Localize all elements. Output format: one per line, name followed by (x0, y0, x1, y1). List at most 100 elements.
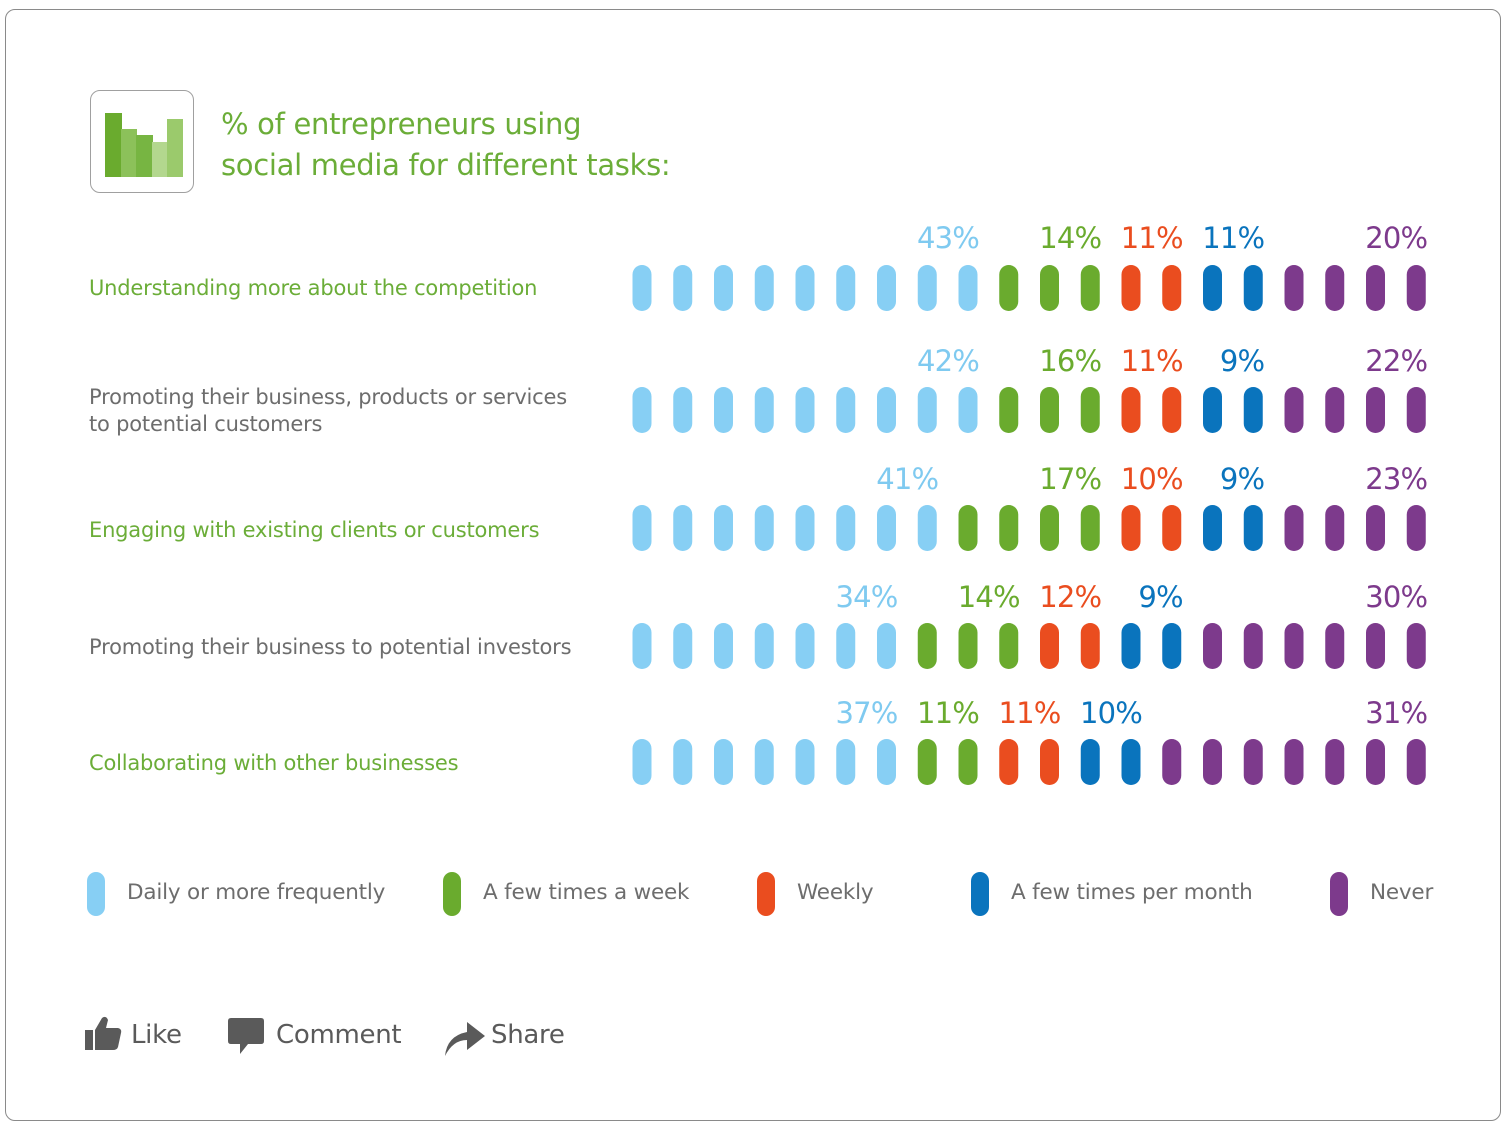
pill-mark (1040, 387, 1059, 433)
pill-mark (1040, 739, 1059, 785)
pill-mark (1040, 265, 1059, 311)
pill-mark (632, 739, 652, 785)
row-label-line: Promoting their business, products or se… (89, 385, 567, 409)
share-label: Share (491, 1020, 565, 1050)
pill-mark (1325, 387, 1345, 433)
pill-mark (714, 739, 733, 785)
data-label: 11% (1202, 221, 1264, 255)
row-label-line: Understanding more about the competition (89, 276, 538, 300)
pill-mark (1366, 505, 1385, 551)
pill-mark (795, 739, 815, 785)
pill-mark (999, 739, 1019, 785)
pill-mark (1243, 265, 1263, 311)
pill-mark (1284, 387, 1304, 433)
pill-mark (958, 739, 978, 785)
pill-mark (1162, 623, 1182, 669)
speech-bubble-icon (228, 1018, 264, 1054)
comment-label: Comment (276, 1020, 402, 1050)
data-label: 37% (835, 696, 897, 730)
data-label: 14% (1039, 221, 1101, 255)
pill-mark (1406, 739, 1426, 785)
pill-mark (673, 505, 693, 551)
pill-mark (754, 739, 774, 785)
legend-label: Weekly (797, 880, 874, 905)
pill-mark (1080, 739, 1100, 785)
data-label: 20% (1365, 221, 1427, 255)
pill-mark (999, 387, 1019, 433)
row-label-line: Collaborating with other businesses (89, 751, 459, 775)
chart-title: % of entrepreneurs using social media fo… (221, 104, 861, 186)
pill-mark (958, 387, 978, 433)
legend-label: Daily or more frequently (127, 880, 386, 905)
data-label: 11% (1121, 221, 1183, 255)
pill-mark (958, 623, 978, 669)
data-label: 10% (1121, 462, 1183, 496)
pill-mark (795, 623, 815, 669)
row-label: Collaborating with other businesses (89, 750, 579, 777)
data-label: 30% (1365, 580, 1427, 614)
pill-mark (754, 505, 774, 551)
data-label: 34% (835, 580, 897, 614)
pill-mark (714, 265, 733, 311)
row-label: Promoting their business to potential in… (89, 634, 579, 661)
legend-swatch (443, 872, 461, 916)
pill-mark (1366, 387, 1385, 433)
pill-mark (1162, 739, 1182, 785)
pill-mark (1203, 387, 1222, 433)
comment-button[interactable]: Comment (226, 1014, 406, 1062)
pill-mark (1121, 265, 1141, 311)
row-label-line: Promoting their business to potential in… (89, 635, 572, 659)
pill-mark (1406, 265, 1426, 311)
pill-mark (1203, 623, 1222, 669)
pill-mark (836, 387, 856, 433)
pill-mark (836, 265, 856, 311)
pill-mark (999, 505, 1019, 551)
pill-mark (836, 623, 856, 669)
data-label: 11% (998, 696, 1060, 730)
data-label: 11% (917, 696, 979, 730)
pill-mark (877, 505, 896, 551)
share-button[interactable]: Share (443, 1014, 573, 1062)
pill-mark (1406, 387, 1426, 433)
like-label: Like (131, 1020, 182, 1050)
pill-mark (714, 387, 733, 433)
row-label-line: to potential customers (89, 412, 323, 436)
pill-mark (1121, 387, 1141, 433)
pill-mark (917, 505, 937, 551)
pill-mark (1366, 739, 1385, 785)
pill-mark (632, 265, 652, 311)
legend-label: Never (1370, 880, 1434, 905)
pill-mark (1040, 623, 1059, 669)
data-label: 23% (1365, 462, 1427, 496)
like-button[interactable]: Like (84, 1014, 194, 1062)
pill-mark (1243, 739, 1263, 785)
pill-mark (1325, 265, 1345, 311)
pill-mark (1284, 505, 1304, 551)
pill-mark (1040, 505, 1059, 551)
pill-mark (958, 505, 978, 551)
pill-mark (1366, 623, 1385, 669)
pill-mark (673, 387, 693, 433)
thumbs-up-icon (85, 1016, 122, 1050)
pill-mark (1121, 505, 1141, 551)
pill-mark (1284, 265, 1304, 311)
data-label: 12% (1039, 580, 1101, 614)
pill-mark (999, 265, 1019, 311)
pill-mark (1121, 623, 1141, 669)
pill-mark (1162, 265, 1182, 311)
bar-chart-icon (90, 90, 194, 193)
pill-mark (1162, 505, 1182, 551)
pill-mark (714, 505, 733, 551)
infographic-card (5, 9, 1501, 1121)
data-label: 41% (876, 462, 938, 496)
pill-mark (877, 623, 896, 669)
chart-title-line-2: social media for different tasks: (221, 148, 671, 182)
pill-mark (1284, 623, 1304, 669)
data-label: 43% (917, 221, 979, 255)
pill-mark (795, 387, 815, 433)
pill-mark (1203, 265, 1222, 311)
pill-mark (632, 387, 652, 433)
data-label: 9% (1138, 580, 1182, 614)
pill-mark (1162, 387, 1182, 433)
legend-swatch (87, 872, 105, 916)
